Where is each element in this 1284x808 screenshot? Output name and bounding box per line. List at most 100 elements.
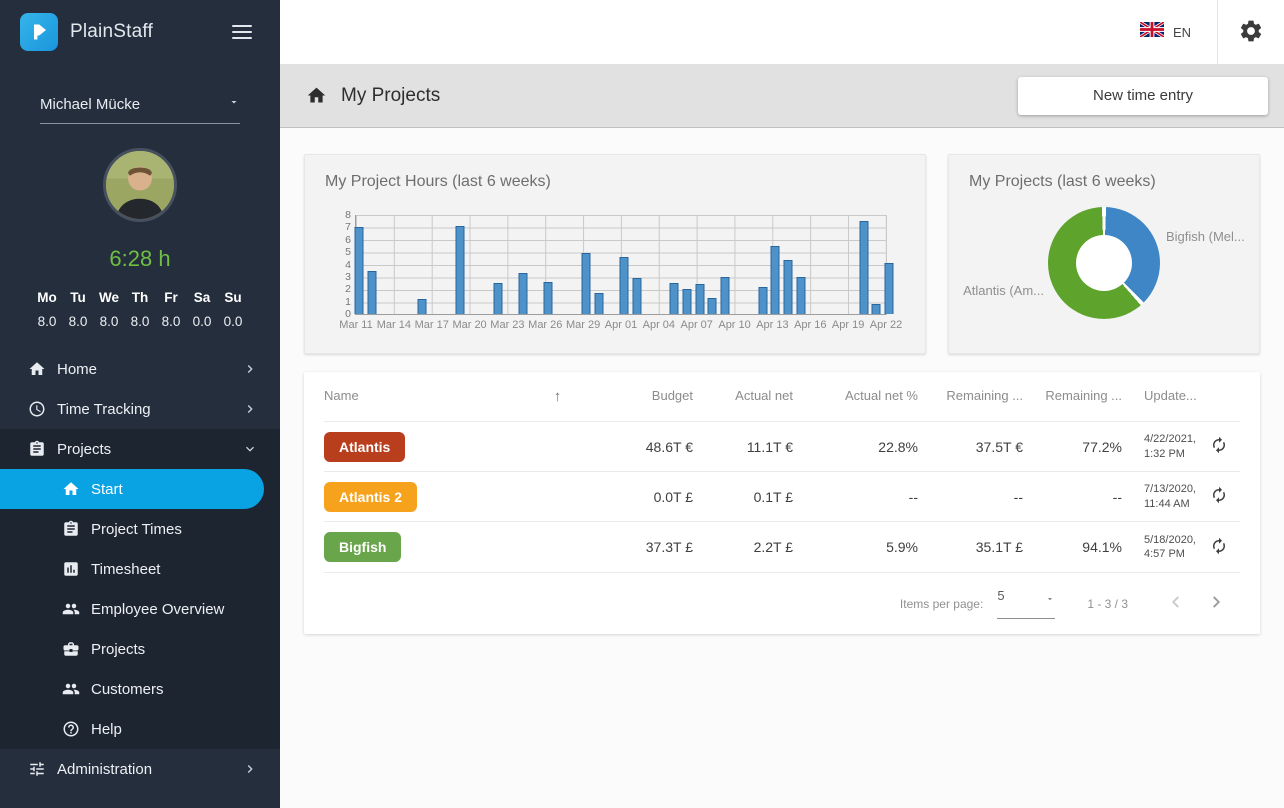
sidebar-item-time-tracking[interactable]: Time Tracking <box>0 389 280 429</box>
brand-name: PlainStaff <box>70 21 153 42</box>
project-badge[interactable]: Atlantis 2 <box>324 481 418 512</box>
paginator: Items per page: 5 1 - 3 / 3 <box>324 572 1240 634</box>
project-name-cell: Atlantis 2 <box>324 481 535 512</box>
weekday-column: Tu 8.0 <box>63 290 94 329</box>
sidebar-item-help[interactable]: Help <box>0 709 280 749</box>
y-axis-tick-label: 1 <box>345 295 351 308</box>
budget-cell: 48.6T € <box>645 438 693 455</box>
column-header-name[interactable]: Name <box>324 388 359 404</box>
y-axis-tick-label: 6 <box>345 233 351 246</box>
refresh-button[interactable] <box>1210 436 1228 457</box>
next-page-button[interactable] <box>1196 584 1236 624</box>
table-row-atlantis[interactable]: Atlantis 48.6T €11.1T €22.8% 37.5T €77.2% 4… <box>324 422 1240 472</box>
sidebar-group-projects: Projects Start Project Times Timesheet Emplo… <box>0 429 280 749</box>
project-badge[interactable]: Bigfish <box>324 532 402 562</box>
sidebar-item-administration[interactable]: Administration <box>0 749 280 789</box>
home-icon <box>62 480 80 498</box>
bar-apr-20 <box>859 221 869 314</box>
sidebar-item-start[interactable]: Start <box>0 469 264 509</box>
project-hours-bar-chart: 0 1 2 3 4 5 6 7 8 Mar 11 Mar 14 Mar 17 Mar 20 Mar 23 M… <box>339 209 902 331</box>
chevron-right-icon <box>242 401 258 417</box>
refresh-cell <box>1210 537 1240 558</box>
column-header-budget[interactable]: Budget <box>651 388 693 404</box>
items-per-page-select[interactable]: 5 <box>997 588 1056 619</box>
chevron-down-icon <box>228 95 240 113</box>
sidebar-item-projects[interactable]: Projects <box>0 429 280 469</box>
sidebar-item-label: Timesheet <box>91 560 161 578</box>
topbar-divider <box>1217 0 1218 64</box>
bar-apr-21 <box>871 304 881 314</box>
y-axis-tick-label: 8 <box>345 209 351 221</box>
tune-icon <box>28 760 46 778</box>
sidebar-item-timesheet[interactable]: Timesheet <box>0 549 280 589</box>
column-header-remaining-pct[interactable]: Remaining ... <box>1045 388 1122 404</box>
sidebar-item-employee-overview[interactable]: Employee Overview <box>0 589 280 629</box>
uk-flag-icon <box>1139 20 1165 42</box>
sidebar-item-label: Administration <box>57 760 153 778</box>
sidebar-item-label: Projects <box>57 440 112 458</box>
weekday-hours: 8.0 <box>99 314 119 329</box>
updated-cell: 7/13/2020, 11:44 AM <box>1122 482 1210 511</box>
language-switcher[interactable]: EN <box>1114 0 1217 64</box>
weekday-column: Th 8.0 <box>125 290 156 329</box>
x-axis-tick-label: Mar 26 <box>528 319 563 331</box>
bar-apr-12 <box>758 286 768 314</box>
bar-mar-24 <box>518 273 528 314</box>
previous-page-button[interactable] <box>1156 584 1196 624</box>
table-body: Atlantis 48.6T €11.1T €22.8% 37.5T €77.2% 4… <box>324 422 1240 572</box>
sidebar-item-customers[interactable]: Customers <box>0 669 280 709</box>
weekday-label: Su <box>224 290 242 305</box>
projects-donut-chart <box>1048 207 1160 319</box>
items-per-page-label: Items per page: <box>899 596 984 611</box>
sidebar-item-projects-admin[interactable]: Projects <box>0 629 280 669</box>
refresh-button[interactable] <box>1210 486 1228 507</box>
project-hours-card-title: My Project Hours (last 6 weeks) <box>325 173 551 190</box>
x-axis-tick-label: Apr 10 <box>718 319 751 331</box>
bar-apr-14 <box>783 259 793 314</box>
sidebar-menu: Home Time Tracking Projects Start Project Ti… <box>0 349 280 808</box>
bar-mar-30 <box>594 292 604 314</box>
refresh-button[interactable] <box>1210 537 1228 558</box>
tracked-time-today: 6:28 h <box>109 246 171 271</box>
table-row-atlantis-2[interactable]: Atlantis 2 0.0T £0.1T £ -- -- -- 7/13/2020, 11… <box>324 472 1240 522</box>
bar-mar-29 <box>581 253 591 314</box>
new-time-entry-button[interactable]: New time entry <box>1018 76 1268 115</box>
refresh-cell <box>1210 486 1240 507</box>
project-badge[interactable]: Atlantis <box>324 431 406 462</box>
actual-net-cell: 2.2T £ <box>753 539 793 555</box>
menu-toggle-button[interactable] <box>228 21 256 43</box>
bar-mar-26 <box>543 281 553 314</box>
weekday-label: Sa <box>193 290 211 305</box>
paginator-range: 1 - 3 / 3 <box>1087 596 1128 611</box>
updated-time: 11:44 AM <box>1144 497 1190 510</box>
column-header-actual-net-pct[interactable]: Actual net % <box>845 388 918 404</box>
x-axis-tick-label: Mar 11 <box>339 319 373 331</box>
sidebar-item-project-times[interactable]: Project Times <box>0 509 280 549</box>
bar-apr-01 <box>619 257 629 314</box>
x-axis-tick-label: Mar 29 <box>566 319 601 331</box>
column-header-actual-net[interactable]: Actual net <box>735 388 793 404</box>
y-axis-tick-label: 7 <box>345 221 351 234</box>
user-selector[interactable]: Michael Mücke <box>40 95 240 124</box>
remaining-cell: 37.5T € <box>975 438 1023 455</box>
home-icon <box>306 85 327 106</box>
bar-apr-02 <box>632 278 642 314</box>
y-axis-tick-label: 5 <box>345 246 351 259</box>
weekday-hours: 8.0 <box>68 314 88 329</box>
column-header-remaining[interactable]: Remaining ... <box>946 388 1023 404</box>
project-name-cell: Bigfish <box>324 532 535 562</box>
home-icon <box>28 360 46 378</box>
settings-button[interactable] <box>1218 0 1284 64</box>
bar-apr-09 <box>720 276 730 314</box>
bar-mar-22 <box>493 283 503 314</box>
table-row-bigfish[interactable]: Bigfish 37.3T £2.2T £5.9% 35.1T £94.1% 5/18… <box>324 522 1240 572</box>
sidebar-item-label: Home <box>57 360 98 378</box>
bar-apr-15 <box>796 276 806 314</box>
weekday-label: Mo <box>37 290 57 305</box>
page-title: My Projects <box>341 84 441 106</box>
sort-ascending-icon[interactable]: ↑ <box>553 388 562 405</box>
weekday-hours: 0.0 <box>223 314 243 329</box>
sidebar-item-home[interactable]: Home <box>0 349 280 389</box>
clipboard-icon <box>28 440 46 458</box>
column-header-update[interactable]: Update... <box>1144 388 1197 404</box>
